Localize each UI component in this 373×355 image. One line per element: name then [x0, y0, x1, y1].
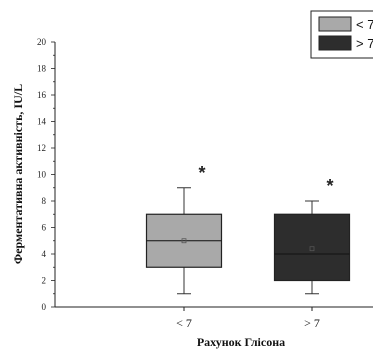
legend-label-gt7: > 7 — [356, 36, 373, 51]
y-tick-label: 20 — [37, 37, 47, 47]
y-tick-label: 14 — [37, 117, 47, 127]
legend-label-lt7: < 7 — [356, 17, 373, 32]
y-tick-label: 10 — [37, 170, 47, 180]
legend-swatch-lt7 — [318, 16, 352, 32]
y-tick-label: 16 — [37, 90, 47, 100]
y-tick-label: 8 — [42, 196, 47, 206]
significance-star: * — [198, 163, 205, 183]
y-axis-title: Ферментативна активність, IU/L — [11, 84, 25, 264]
x-tick-label: > 7 — [304, 316, 320, 330]
x-tick-label: < 7 — [176, 316, 192, 330]
legend: < 7 > 7 — [310, 10, 373, 59]
y-tick-label: 0 — [42, 302, 47, 312]
significance-star: * — [326, 176, 333, 196]
legend-swatch-gt7 — [318, 35, 352, 51]
y-tick-label: 2 — [42, 276, 47, 286]
box — [273, 213, 351, 282]
mean-marker — [181, 238, 187, 244]
mean-marker — [309, 246, 315, 252]
plot-area: 0 2 4 6 8 10 12 14 16 18 20 * < 7 * > 7 — [37, 37, 373, 330]
y-tick-label: 18 — [37, 64, 47, 74]
y-tick-label: 6 — [42, 223, 47, 233]
y-tick-label: 4 — [42, 249, 47, 259]
x-axis-title: Рахунок Глісона — [197, 335, 285, 349]
y-tick-label: 12 — [37, 143, 46, 153]
